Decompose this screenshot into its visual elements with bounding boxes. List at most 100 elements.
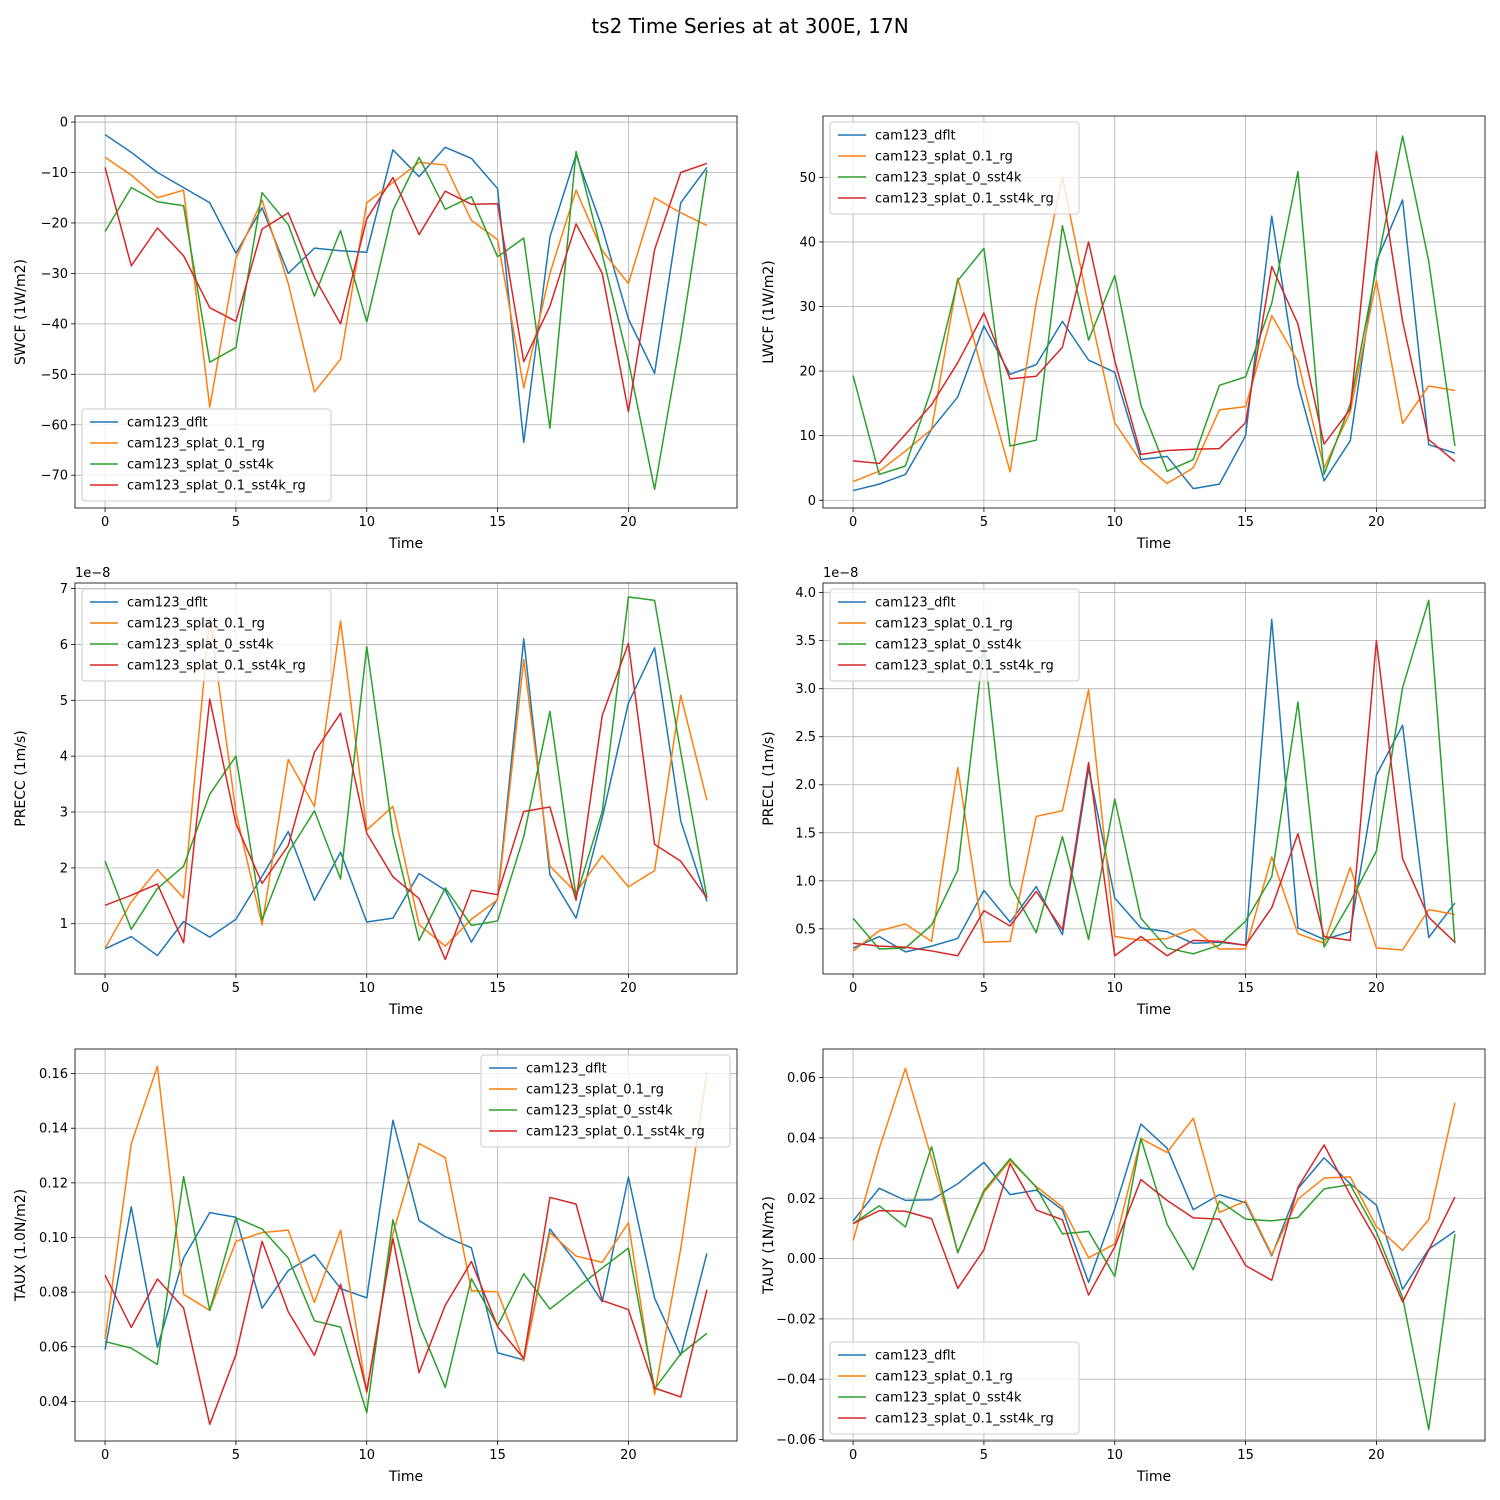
legend: cam123_dflt cam123_splat_0.1_rg cam123_spl…: [480, 1054, 731, 1148]
subplot-6: 0 5 10 15 20 −0.06 −0.04 −0.02 0.00 0.02 0.04 0.06 T…: [761, 1048, 1486, 1485]
y-tick-label: 0: [808, 494, 816, 509]
series-line-1: [852, 618, 1456, 953]
y-axis-label: SWCF (1W/m2): [13, 259, 29, 365]
y-tick-label: −0.04: [776, 1373, 816, 1388]
x-tick-label: 15: [1237, 515, 1254, 530]
y-tick-label: 30: [799, 300, 816, 315]
y-tick-label: 4: [60, 750, 68, 765]
x-tick-label: 0: [849, 1448, 857, 1463]
x-tick-label: 5: [232, 1448, 240, 1463]
series-line-2: [104, 1065, 708, 1396]
legend-label-2: cam123_splat_0.1_rg: [127, 617, 265, 632]
subplot-3: 0 5 10 15 20 1 2 3 4 5 6 7 Time PRECC (1m/s) 1e−8 cam12…: [13, 566, 738, 1018]
y-tick-label: 0.10: [39, 1231, 68, 1246]
y-tick-label: 0.06: [787, 1071, 816, 1086]
y-tick-label: 1.0: [795, 874, 816, 889]
legend-box: [480, 1054, 731, 1148]
legend: cam123_dflt cam123_splat_0.1_rg cam123_spl…: [829, 588, 1080, 682]
x-tick-label: 0: [849, 515, 857, 530]
x-tick-label: 0: [849, 981, 857, 996]
series-line-2: [852, 688, 1456, 952]
axes-frame: [822, 582, 1486, 975]
y-offset-text: 1e−8: [75, 566, 110, 581]
legend-label-4: cam123_splat_0.1_sst4k_rg: [127, 659, 306, 674]
y-offset-text: 1e−8: [823, 566, 858, 581]
y-tick-label: −0.06: [776, 1433, 816, 1448]
x-tick-label: 10: [358, 981, 375, 996]
y-tick-label: 4.0: [795, 586, 816, 601]
series-line-3: [104, 1175, 708, 1414]
legend-box: [829, 121, 1080, 215]
x-tick-label: 10: [358, 1448, 375, 1463]
y-tick-label: 0.00: [787, 1252, 816, 1267]
legend-label-2: cam123_splat_0.1_rg: [875, 150, 1013, 165]
axes-frame: [74, 582, 738, 975]
legend-label-1: cam123_dflt: [127, 596, 208, 611]
x-tick-label: 5: [232, 981, 240, 996]
series-line-4: [853, 150, 1456, 465]
legend-label-3: cam123_splat_0_sst4k: [875, 171, 1022, 186]
series-line-4: [853, 639, 1456, 957]
x-axis-label: Time: [388, 1002, 423, 1018]
y-tick-label: 0.02: [787, 1192, 816, 1207]
x-tick-label: 20: [620, 1448, 637, 1463]
legend-label-3: cam123_splat_0_sst4k: [127, 638, 274, 653]
y-tick-label: 3.5: [795, 634, 816, 649]
series-line-4: [104, 1196, 708, 1426]
axes-frame: [74, 1048, 738, 1442]
y-tick-label: 6: [60, 638, 68, 653]
y-axis-label: PRECC (1m/s): [13, 730, 29, 827]
series-line-1: [852, 1123, 1456, 1291]
series-line-1: [852, 199, 1456, 492]
y-tick-label: 0.16: [39, 1067, 68, 1082]
legend: cam123_dflt cam123_splat_0.1_rg cam123_spl…: [829, 1341, 1080, 1435]
x-tick-label: 10: [1106, 1448, 1123, 1463]
y-tick-label: 50: [799, 171, 816, 186]
y-tick-label: −10: [41, 166, 68, 181]
x-tick-label: 10: [1106, 515, 1123, 530]
y-tick-label: 2.5: [795, 730, 816, 745]
y-tick-label: 0.06: [39, 1340, 68, 1355]
y-tick-label: −20: [41, 216, 68, 231]
x-tick-label: 10: [1106, 981, 1123, 996]
series-line-2: [852, 1067, 1456, 1259]
y-tick-label: 40: [799, 235, 816, 250]
y-tick-label: 0.04: [39, 1395, 68, 1410]
x-tick-label: 0: [101, 515, 109, 530]
legend-label-1: cam123_dflt: [875, 596, 956, 611]
series-line-4: [104, 642, 708, 961]
series-line-2: [104, 156, 708, 408]
axes-frame: [74, 115, 738, 509]
legend-label-3: cam123_splat_0_sst4k: [127, 458, 274, 473]
y-tick-label: −60: [41, 418, 68, 433]
legend-label-4: cam123_splat_0.1_sst4k_rg: [875, 659, 1054, 674]
y-tick-label: 1: [60, 917, 68, 932]
x-axis-label: Time: [388, 536, 423, 552]
figure-title: ts2 Time Series at at 300E, 17N: [591, 14, 909, 38]
series-line-3: [104, 150, 708, 491]
x-axis-label: Time: [1136, 1002, 1171, 1018]
series-line-4: [852, 1144, 1456, 1303]
series-line-1: [104, 638, 708, 957]
subplot-2: 0 5 10 15 20 0 10 20 30 40 50 Time LWCF (1W/m2) cam12…: [761, 115, 1486, 552]
y-axis-label: TAUY (1N/m2): [761, 1196, 777, 1295]
legend-label-2: cam123_splat_0.1_rg: [526, 1083, 664, 1098]
y-tick-label: 10: [799, 429, 816, 444]
x-tick-label: 15: [1237, 1448, 1254, 1463]
legend-label-3: cam123_splat_0_sst4k: [875, 638, 1022, 653]
y-tick-label: 0.04: [787, 1131, 816, 1146]
x-tick-label: 5: [980, 981, 988, 996]
legend-label-2: cam123_splat_0.1_rg: [127, 437, 265, 452]
series-line-3: [852, 135, 1456, 476]
x-tick-label: 15: [489, 1448, 506, 1463]
y-tick-label: 3.0: [795, 682, 816, 697]
x-tick-label: 20: [1368, 1448, 1385, 1463]
series-line-3: [852, 1137, 1456, 1431]
series-line-2: [852, 176, 1456, 485]
legend-label-4: cam123_splat_0.1_sst4k_rg: [875, 192, 1054, 207]
legend-box: [829, 588, 1080, 682]
legend-label-4: cam123_splat_0.1_sst4k_rg: [875, 1412, 1054, 1427]
legend: cam123_dflt cam123_splat_0.1_rg cam123_spl…: [81, 408, 332, 502]
legend-label-4: cam123_splat_0.1_sst4k_rg: [526, 1125, 705, 1140]
